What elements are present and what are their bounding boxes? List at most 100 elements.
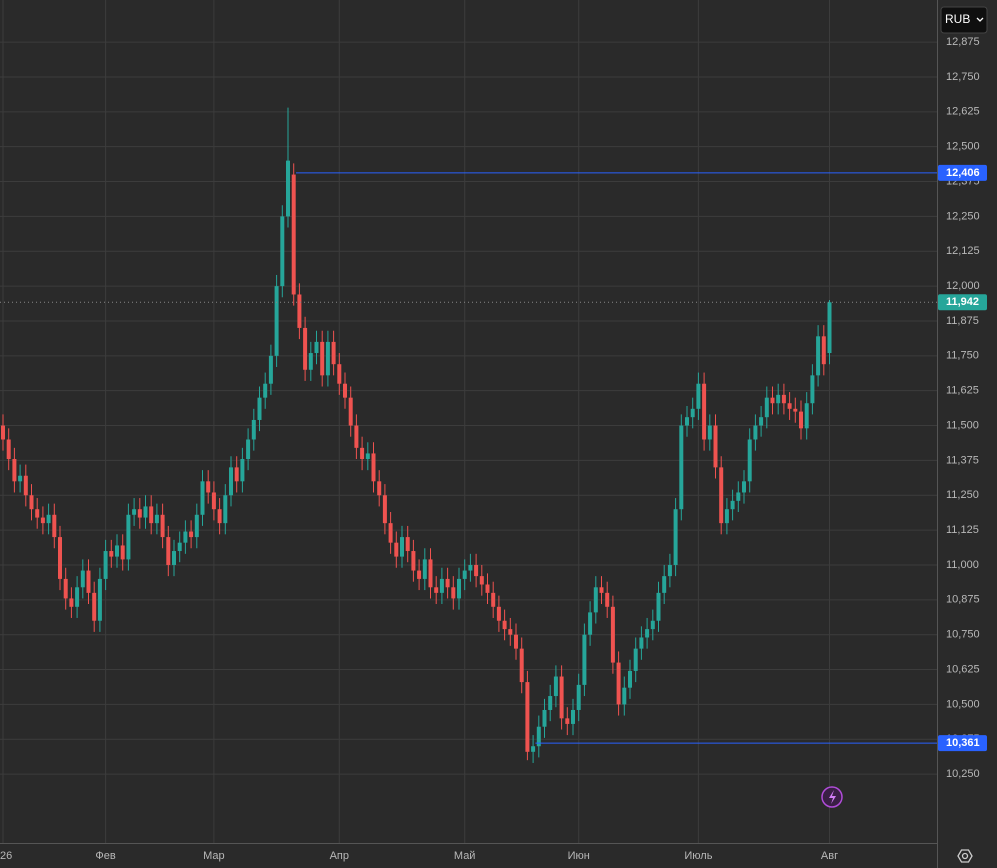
candle-body bbox=[804, 403, 809, 429]
candle-body bbox=[690, 408, 695, 418]
candle-body bbox=[365, 453, 370, 460]
x-tick-label: Май bbox=[454, 850, 476, 862]
y-tick-label: 12,000 bbox=[946, 280, 980, 292]
x-tick-label: Апр bbox=[330, 850, 349, 862]
candle-body bbox=[753, 425, 758, 440]
grid bbox=[0, 0, 937, 843]
candle-body bbox=[360, 447, 365, 460]
settings-icon[interactable] bbox=[957, 849, 973, 863]
candle-body bbox=[35, 509, 40, 518]
candle-body bbox=[343, 383, 347, 398]
candle-body bbox=[18, 475, 23, 482]
candle-body bbox=[650, 620, 655, 630]
alert-icon[interactable] bbox=[821, 786, 843, 808]
currency-label[interactable]: RUB bbox=[945, 12, 970, 26]
x-tick-label: 26 bbox=[0, 850, 12, 862]
candle-body bbox=[491, 592, 496, 607]
candle-body bbox=[394, 542, 399, 557]
candle-body bbox=[143, 506, 148, 518]
candle-body bbox=[303, 327, 308, 370]
candle-body bbox=[810, 375, 815, 404]
y-tick-label: 10,250 bbox=[946, 768, 980, 780]
candle-body bbox=[462, 570, 467, 579]
candle-body bbox=[97, 578, 102, 621]
candle-body bbox=[793, 408, 798, 412]
candle-body bbox=[593, 587, 598, 613]
candle-body bbox=[132, 509, 137, 515]
candle-body bbox=[297, 294, 302, 328]
y-tick-label: 10,625 bbox=[946, 663, 980, 675]
candle-body bbox=[29, 495, 34, 510]
candle-body bbox=[240, 459, 245, 482]
candle-body bbox=[411, 551, 416, 571]
y-tick-label: 11,250 bbox=[946, 489, 979, 501]
candle-body bbox=[331, 341, 336, 365]
candle-body bbox=[154, 514, 159, 524]
candle-body bbox=[582, 634, 587, 685]
candle-body bbox=[400, 537, 404, 557]
candle-body bbox=[348, 397, 353, 426]
candle-body bbox=[759, 417, 764, 426]
alert-bolt[interactable] bbox=[829, 790, 836, 804]
candle-body bbox=[183, 531, 188, 543]
candle-body bbox=[257, 397, 262, 420]
candle-body bbox=[263, 383, 268, 398]
candle-body bbox=[445, 578, 450, 588]
candle-body bbox=[206, 481, 211, 493]
candle-body bbox=[559, 676, 564, 719]
candle-body bbox=[12, 459, 17, 482]
candle-body bbox=[736, 492, 741, 501]
candle-body bbox=[667, 564, 672, 577]
y-tick-label: 12,750 bbox=[946, 71, 980, 83]
candle-body bbox=[325, 341, 330, 376]
candle-body bbox=[52, 514, 57, 538]
candle-body bbox=[274, 286, 279, 356]
candle-body bbox=[764, 397, 769, 418]
candle-body bbox=[536, 726, 541, 747]
candle-body bbox=[246, 439, 251, 460]
y-tick-label: 10,875 bbox=[946, 594, 980, 606]
candle-body bbox=[23, 475, 28, 496]
candle-body bbox=[468, 564, 473, 571]
last-price-box bbox=[938, 294, 987, 311]
dropdown-arrow[interactable] bbox=[976, 17, 984, 22]
candle-body bbox=[679, 425, 684, 510]
candle-body bbox=[86, 570, 91, 593]
candle-body bbox=[713, 425, 718, 468]
candle-body bbox=[251, 419, 256, 440]
candle-body bbox=[724, 509, 729, 524]
candle-body bbox=[639, 637, 644, 649]
candle-body bbox=[177, 542, 182, 552]
candle-body bbox=[434, 587, 439, 593]
candle-body bbox=[211, 492, 216, 510]
candle-body bbox=[320, 341, 325, 376]
candle-body bbox=[194, 514, 199, 538]
candle-body bbox=[388, 523, 393, 543]
candle-body bbox=[787, 403, 792, 409]
y-tick-label: 10,750 bbox=[946, 629, 980, 641]
candle-body bbox=[656, 592, 661, 621]
settings-hex[interactable] bbox=[957, 849, 973, 863]
y-tick-label: 12,875 bbox=[946, 36, 980, 48]
y-tick-label: 12,625 bbox=[946, 106, 980, 118]
candle-body bbox=[662, 576, 667, 593]
x-tick-label: Фев bbox=[95, 850, 115, 862]
candle-body bbox=[1, 425, 5, 440]
y-tick-label: 11,125 bbox=[946, 524, 979, 536]
currency-button[interactable]: RUB bbox=[940, 6, 988, 34]
candle-body bbox=[314, 341, 319, 354]
settings-dot[interactable] bbox=[961, 852, 969, 860]
candle-body bbox=[457, 578, 461, 599]
candle-body bbox=[707, 425, 712, 440]
candle-body bbox=[115, 545, 119, 557]
candle-body bbox=[58, 537, 62, 579]
candle-body bbox=[730, 500, 735, 510]
candle-body bbox=[508, 629, 513, 635]
candle-body bbox=[109, 551, 114, 557]
candle-body bbox=[531, 746, 536, 752]
currency-box[interactable] bbox=[940, 6, 988, 34]
candle-body bbox=[354, 425, 359, 448]
axes: 12,87512,75012,62512,50012,37512,25012,1… bbox=[0, 36, 987, 862]
